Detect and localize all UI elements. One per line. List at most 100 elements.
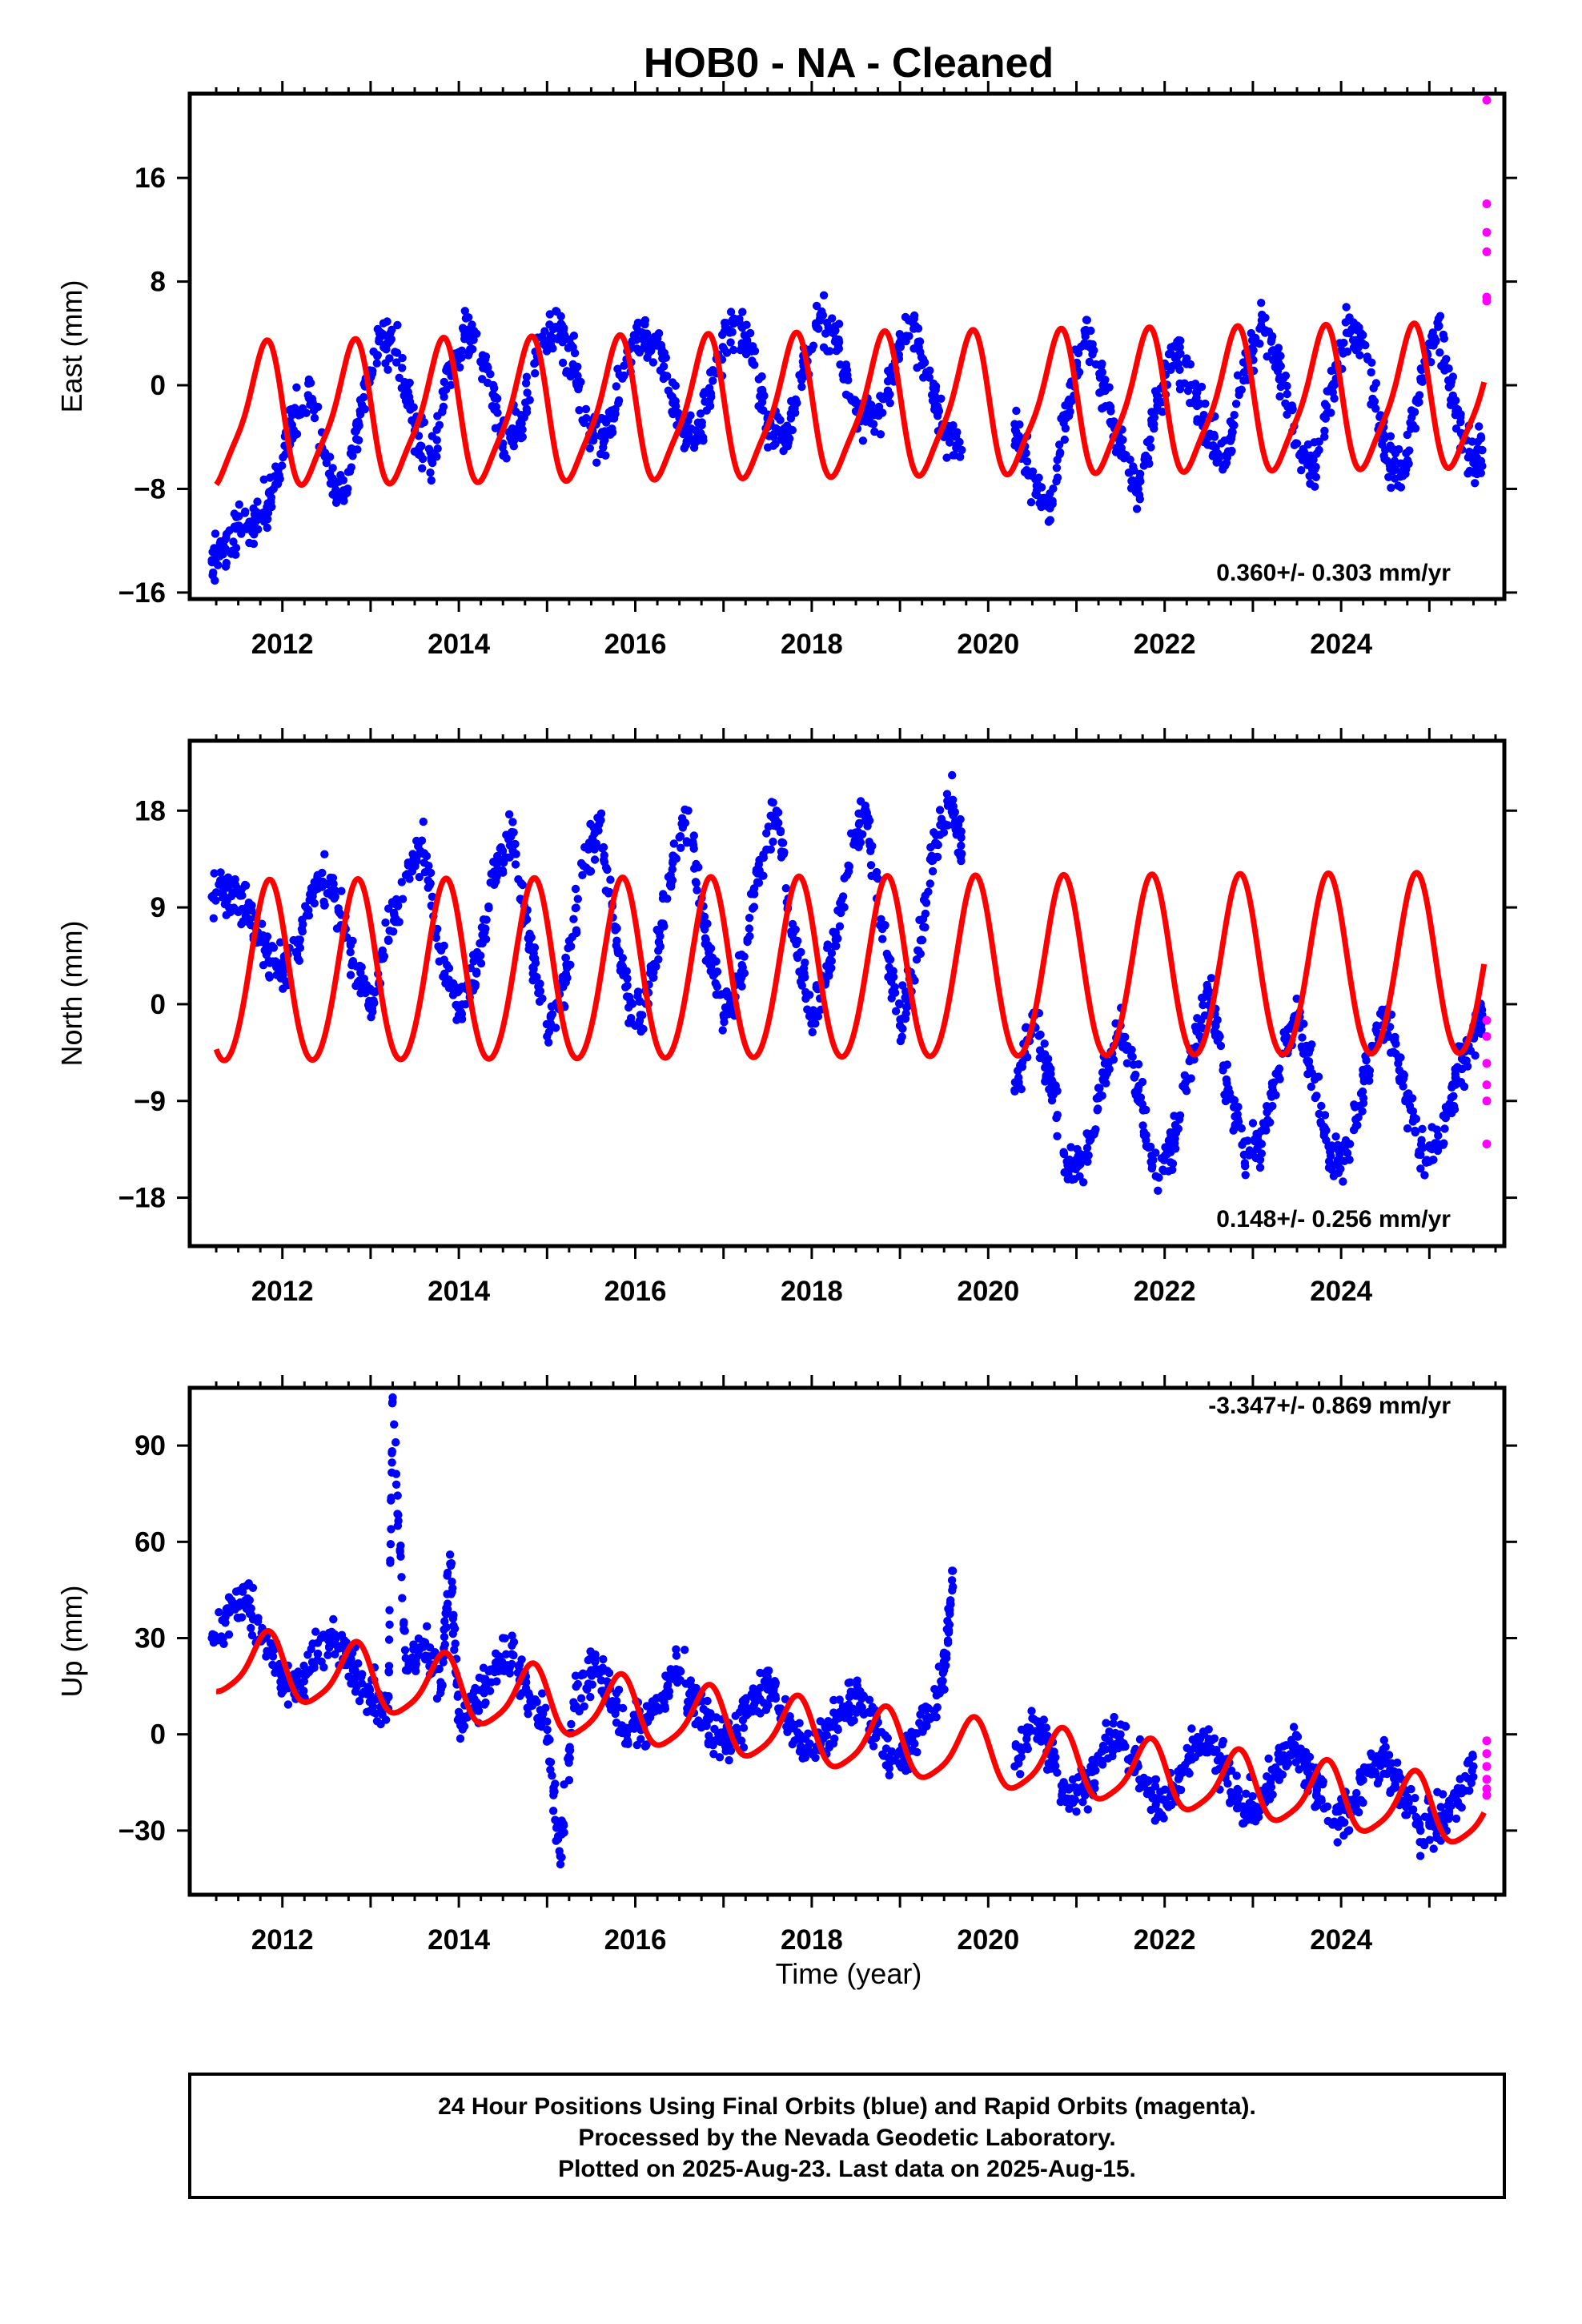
up-final-point [648,1705,657,1714]
east-final-point [1222,458,1231,468]
north-final-point [1079,1178,1088,1187]
up-final-point [358,1690,367,1699]
up-final-point [835,1695,844,1704]
north-final-point [265,959,275,967]
up-final-point [227,1596,236,1605]
up-final-point [325,1643,334,1652]
north-final-point [1447,1108,1456,1118]
east-final-point [1010,420,1019,428]
north-final-point [1411,1128,1420,1137]
up-final-point [1164,1803,1173,1811]
up-final-point [721,1742,730,1751]
up-final-point [1332,1803,1341,1812]
north-final-point [1014,1073,1023,1082]
east-final-point [585,444,594,452]
up-final-point [824,1717,833,1726]
north-final-point [1072,1155,1081,1164]
north-final-point [573,895,582,903]
east-final-point [1129,462,1138,471]
up-final-point [596,1667,605,1675]
up-final-point [829,1739,838,1748]
north-final-point [605,887,614,897]
east-final-point [1434,323,1443,332]
up-final-point [412,1656,420,1665]
east-final-point [348,452,357,460]
east-final-point [1327,408,1335,417]
north-final-point [440,955,448,964]
north-final-point [891,1007,901,1015]
east-final-point [1469,458,1478,468]
up-y-tick-label: 0 [151,1719,166,1751]
east-final-point [737,339,746,348]
east-final-point [1351,346,1361,355]
north-final-point [902,1003,911,1012]
east-final-point [433,444,442,453]
up-final-point [949,1582,958,1591]
east-final-point [599,443,608,452]
east-final-point [642,340,651,349]
north-final-point [621,983,630,992]
north-final-point [1198,993,1207,1003]
north-final-point [1046,1075,1054,1084]
up-final-point [556,1852,564,1861]
up-final-point [387,1496,396,1505]
east-final-point [227,549,236,558]
east-final-point [1478,445,1487,455]
up-final-point [1187,1724,1196,1733]
up-final-point [552,1836,560,1845]
east-final-point [1098,380,1107,390]
up-final-point [798,1746,808,1755]
north-final-point [928,866,938,876]
up-final-point [1063,1794,1072,1803]
north-final-point [811,1019,820,1028]
east-final-point [504,428,514,436]
north-final-point [1175,1111,1185,1120]
north-final-point [561,954,571,963]
north-final-point [860,806,869,815]
north-final-point [504,810,514,819]
up-final-point [1442,1811,1452,1820]
up-final-point [1282,1741,1291,1750]
north-final-point [838,892,848,901]
east-final-point [416,441,425,450]
east-final-point [1052,464,1062,472]
north-x-tick-label: 2020 [957,1276,1019,1307]
east-final-point [1298,456,1307,464]
east-final-point [934,407,944,416]
east-final-point [956,452,965,461]
north-final-point [412,852,421,862]
footer-line-2: Processed by the Nevada Geodetic Laborat… [578,2125,1115,2151]
north-final-point [1253,1132,1263,1140]
north-final-point [754,879,764,887]
east-final-point [597,413,606,423]
east-final-point [809,341,818,350]
north-final-point [1371,1025,1380,1035]
east-final-point [798,368,808,377]
east-final-point [738,308,747,316]
north-final-point [776,826,785,835]
east-final-point [490,405,499,414]
up-final-point [1263,1772,1271,1781]
up-final-point [697,1723,706,1732]
north-final-point [1268,1101,1277,1111]
east-final-point [1452,424,1461,433]
up-final-point [271,1668,279,1677]
up-final-point [366,1691,375,1700]
up-final-point [396,1541,405,1550]
north-final-point [1237,1124,1247,1133]
north-final-point [1118,1038,1127,1047]
east-final-point [745,342,754,351]
east-final-point [1275,361,1284,370]
up-final-point [788,1723,797,1733]
north-final-point [531,954,540,963]
north-final-point [852,841,861,850]
east-final-point [909,324,918,333]
east-final-point [1407,406,1416,415]
east-final-point [640,329,648,338]
north-final-point [1052,1113,1061,1123]
up-final-point [1090,1759,1100,1768]
north-final-point [504,835,513,844]
up-final-point [1415,1852,1425,1860]
up-final-point [411,1663,420,1672]
north-final-point [258,919,267,928]
